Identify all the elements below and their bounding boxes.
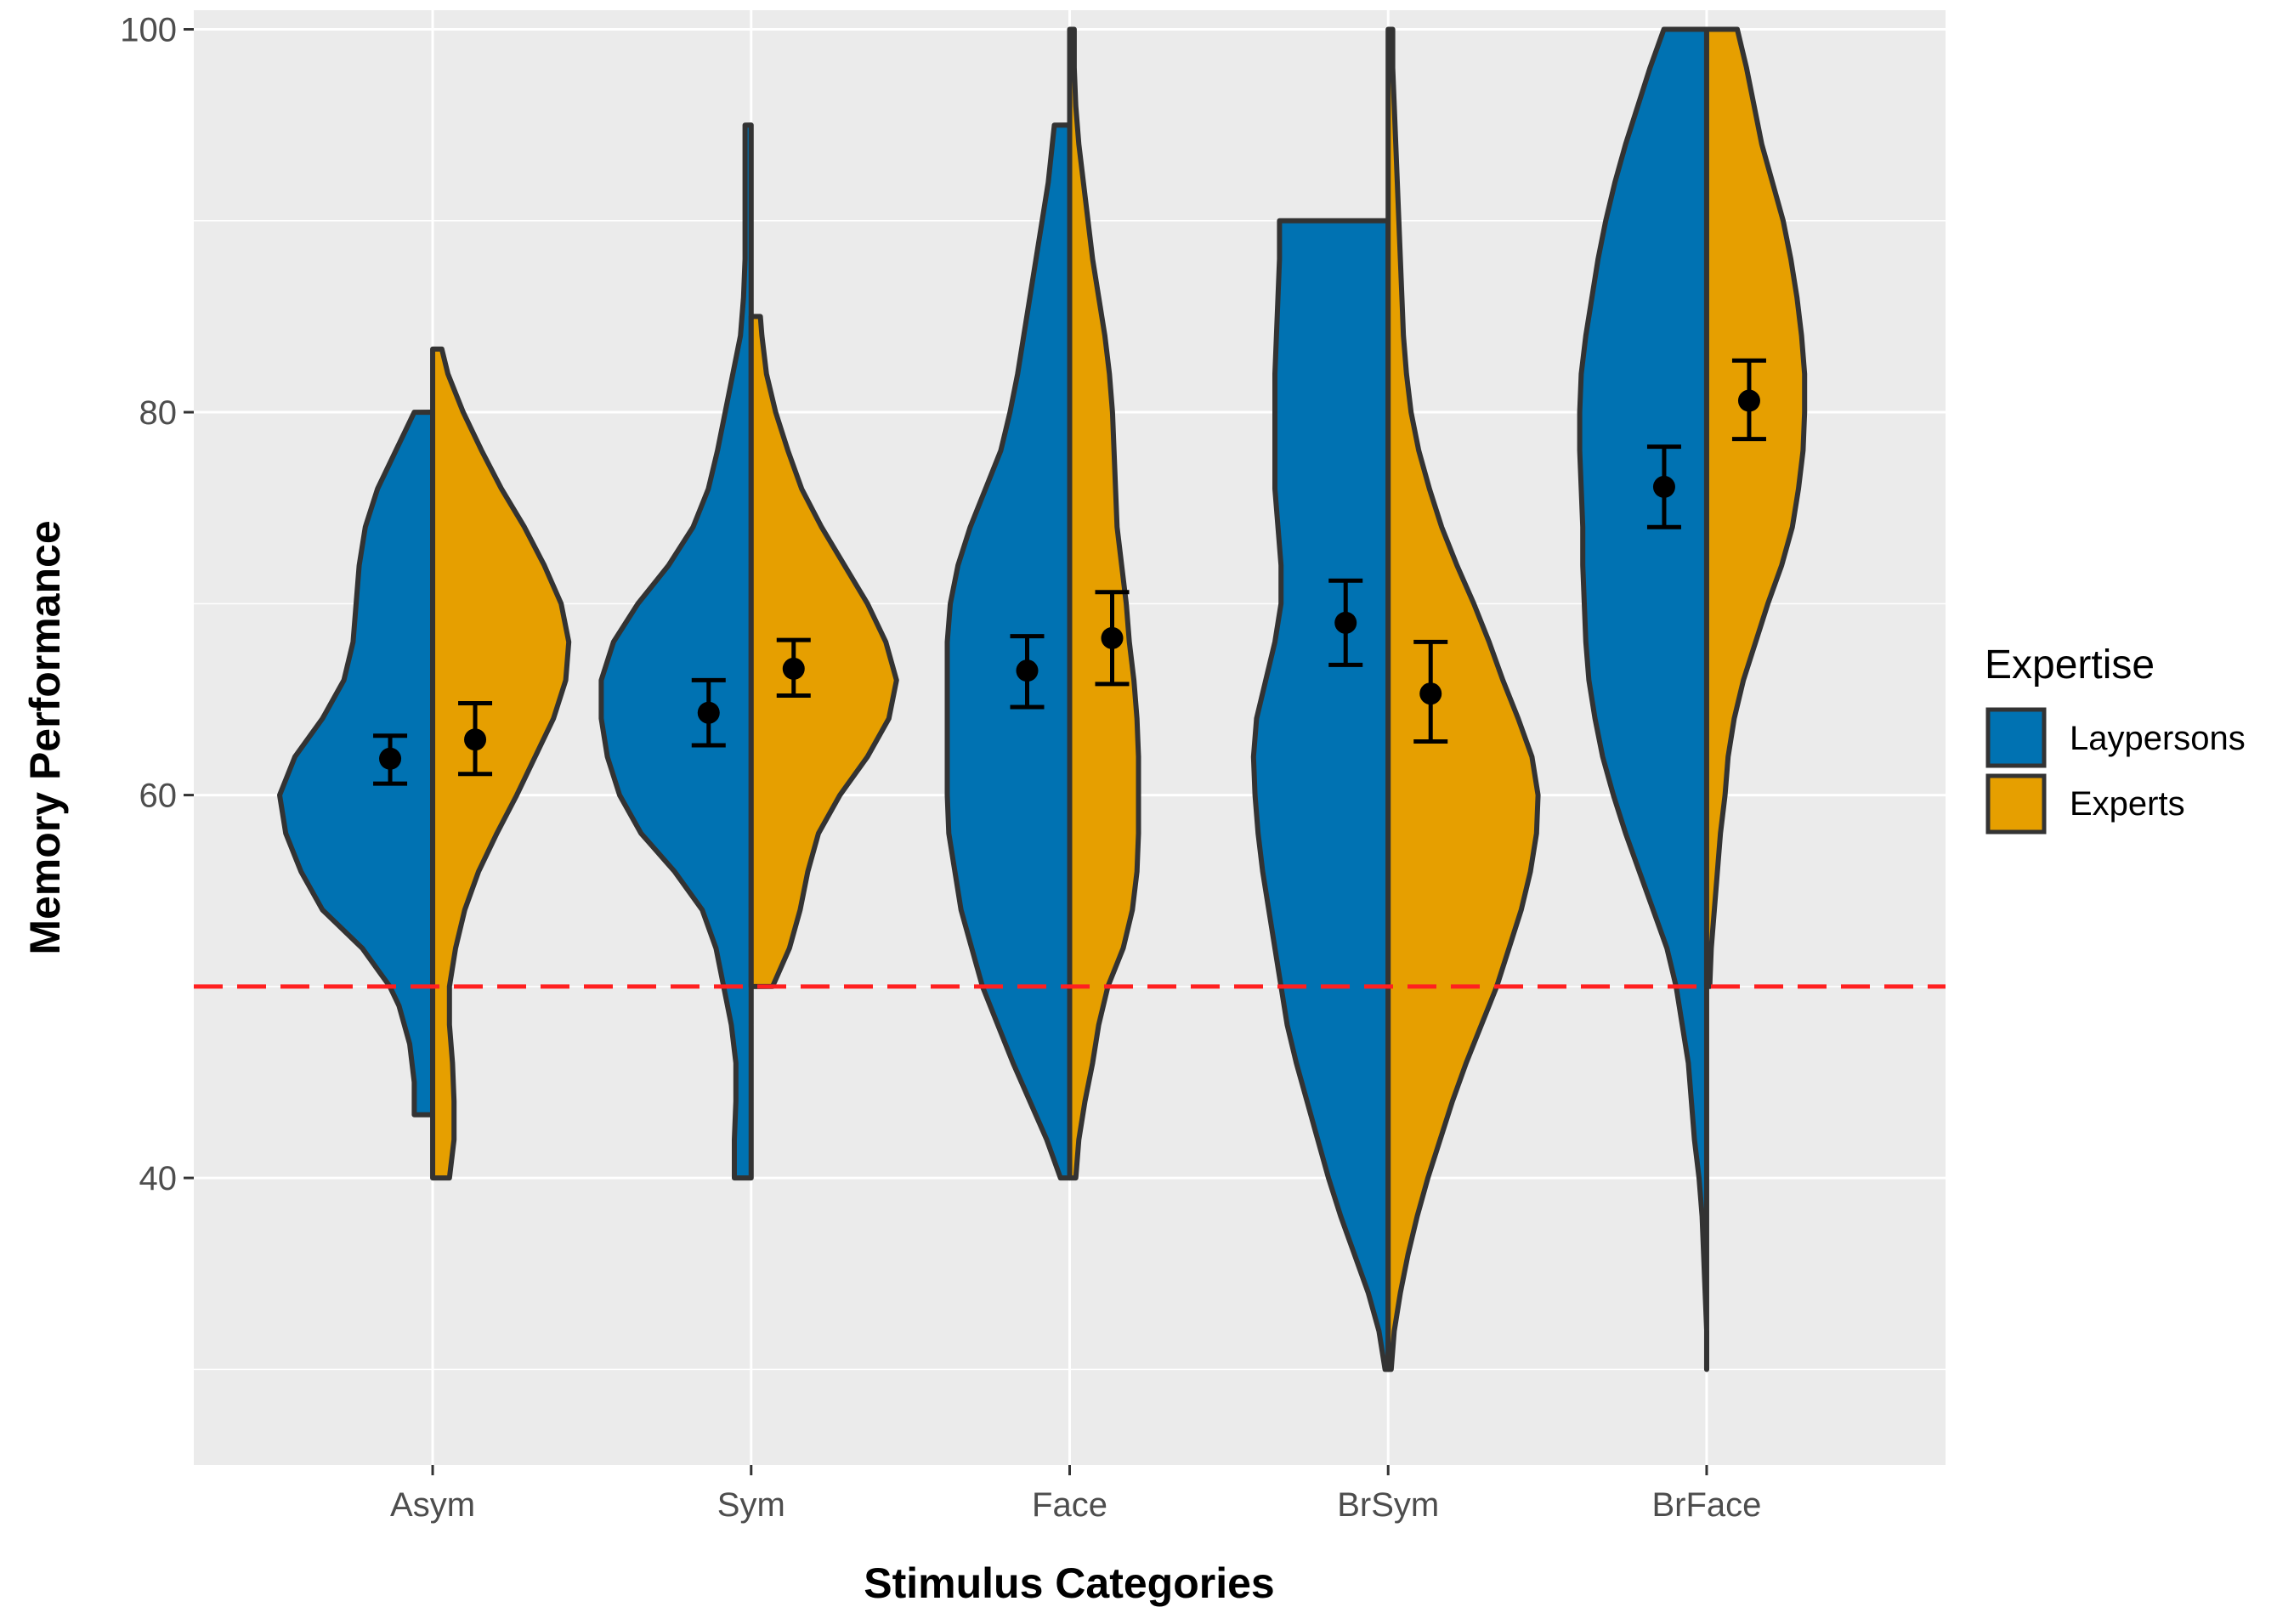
summary-laypersons-brsym: [1328, 578, 1363, 667]
summary-experts-brsym: [1413, 639, 1448, 744]
violin-experts-face: [1067, 26, 1141, 1181]
x-axis-title: Stimulus Categories: [864, 1559, 1274, 1607]
mean-point-laypersons-brface: [1652, 475, 1675, 498]
violin-layer: [277, 26, 1808, 1372]
x-tick-label-asym: Asym: [390, 1486, 475, 1524]
summary-experts-sym: [776, 637, 811, 698]
mean-point-experts-sym: [782, 657, 805, 680]
summary-laypersons-sym: [691, 677, 726, 748]
legend: Expertise Laypersons Experts: [1985, 642, 2246, 835]
x-tick-label-brsym: BrSym: [1337, 1486, 1439, 1524]
summary-layer: [373, 358, 1766, 786]
mean-point-experts-asym: [464, 728, 487, 751]
legend-label-laypersons: Laypersons: [2070, 720, 2246, 757]
mean-point-experts-brface: [1737, 389, 1760, 412]
summary-experts-brface: [1731, 358, 1766, 442]
mean-point-laypersons-sym: [697, 701, 720, 724]
violin-laypersons-face: [944, 122, 1073, 1181]
mean-point-laypersons-asym: [379, 747, 402, 770]
violin-experts-sym: [748, 314, 899, 989]
violin-laypersons-asym: [277, 410, 436, 1118]
violin-experts-brface: [1703, 26, 1808, 989]
mean-point-experts-face: [1101, 626, 1124, 649]
legend-key-experts: [1985, 773, 2047, 835]
summary-laypersons-face: [1010, 634, 1045, 710]
summary-laypersons-asym: [373, 733, 408, 786]
violin-laypersons-sym: [598, 122, 754, 1181]
summary-laypersons-brface: [1646, 444, 1681, 529]
y-axis: 40 60 80 100: [120, 12, 194, 1197]
legend-title: Expertise: [1985, 642, 2155, 688]
mean-point-laypersons-face: [1016, 659, 1039, 682]
y-axis-title: Memory Performance: [21, 520, 69, 954]
x-tick-label-face: Face: [1032, 1486, 1107, 1524]
x-tick-label-brface: BrFace: [1651, 1486, 1761, 1524]
mean-point-experts-brsym: [1419, 682, 1442, 705]
legend-label-experts: Experts: [2070, 785, 2185, 823]
violin-experts-brsym: [1385, 26, 1541, 1372]
x-tick-label-sym: Sym: [717, 1486, 785, 1524]
y-tick-label-80: 80: [139, 394, 178, 432]
summary-experts-face: [1095, 590, 1130, 687]
y-tick-label-40: 40: [139, 1160, 178, 1197]
legend-key-laypersons: [1985, 707, 2047, 768]
mean-point-laypersons-brsym: [1334, 611, 1357, 634]
violin-experts-asym: [430, 346, 572, 1181]
violin-laypersons-brface: [1577, 26, 1709, 1372]
y-tick-label-100: 100: [120, 12, 177, 49]
x-axis: Asym Sym Face BrSym BrFace: [390, 1465, 1761, 1524]
violin-laypersons-brsym: [1250, 218, 1391, 1372]
summary-experts-asym: [458, 700, 493, 777]
y-tick-label-60: 60: [139, 778, 178, 815]
